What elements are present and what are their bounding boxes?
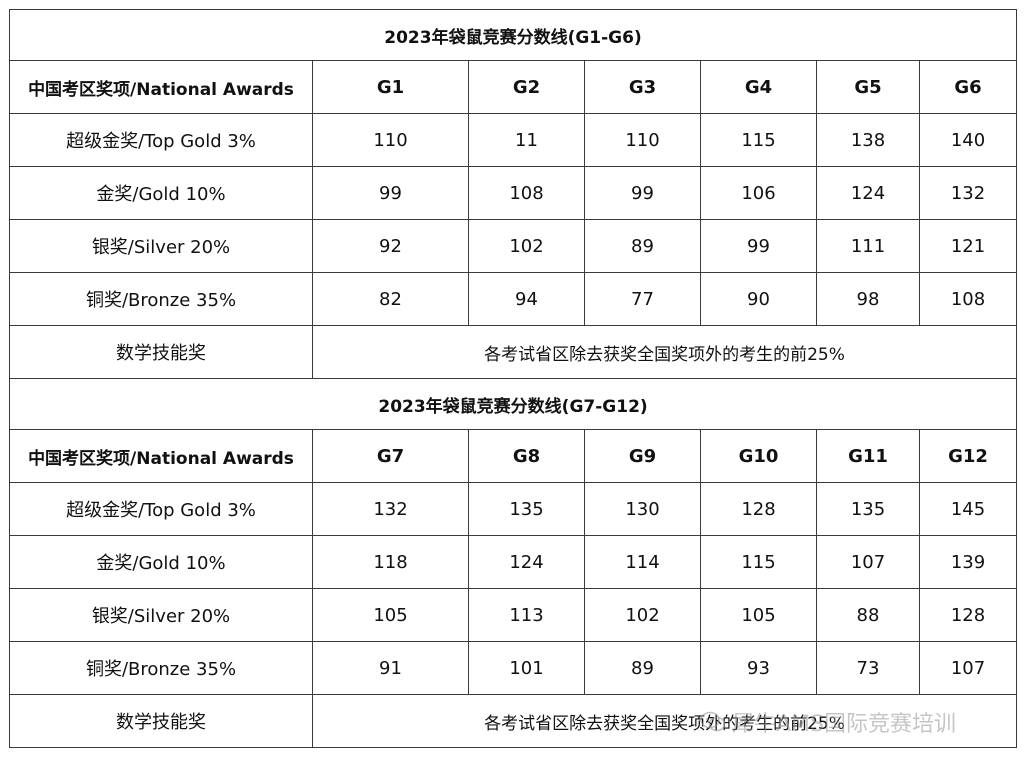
score-cell: 107 (918, 641, 1018, 695)
table2-title: 2023年袋鼠竞赛分数线(G7-G12) (8, 378, 1018, 430)
table-row: 金奖/Gold 10% 99 108 99 106 124 132 (9, 166, 1018, 220)
score-cell: 91 (312, 641, 469, 695)
score-cell: 93 (700, 641, 817, 695)
score-cell: 110 (312, 113, 469, 167)
header-grade: G8 (468, 429, 585, 483)
score-cell: 88 (816, 588, 920, 642)
note-row: 数学技能奖 各考试省区除去获奖全国奖项外的考生的前25% (9, 325, 1018, 379)
score-cell: 121 (918, 219, 1018, 273)
score-cell: 138 (816, 113, 920, 167)
header-grade: G5 (816, 60, 920, 114)
header-grade: G10 (700, 429, 817, 483)
score-cell: 132 (312, 482, 469, 536)
award-label: 铜奖/Bronze 35% (9, 272, 313, 326)
score-cell: 101 (468, 641, 585, 695)
score-cell: 115 (700, 113, 817, 167)
score-cell: 77 (584, 272, 701, 326)
score-cell: 107 (816, 535, 920, 589)
header-grade: G12 (918, 429, 1018, 483)
score-cell: 124 (816, 166, 920, 220)
header-grade: G1 (312, 60, 469, 114)
note-label: 数学技能奖 (9, 694, 313, 748)
score-cell: 111 (816, 219, 920, 273)
table-row: 银奖/Silver 20% 105 113 102 105 88 128 (9, 588, 1018, 642)
table-row: 银奖/Silver 20% 92 102 89 99 111 121 (9, 219, 1018, 273)
score-cell: 115 (700, 535, 817, 589)
score-cell: 89 (584, 641, 701, 695)
award-label: 超级金奖/Top Gold 3% (9, 482, 313, 536)
score-cell: 92 (312, 219, 469, 273)
score-cell: 118 (312, 535, 469, 589)
table-row: 超级金奖/Top Gold 3% 132 135 130 128 135 145 (9, 482, 1018, 536)
score-cell: 140 (918, 113, 1018, 167)
note-row: 数学技能奖 各考试省区除去获奖全国奖项外的考生的前25% (9, 694, 1018, 748)
header-grade: G9 (584, 429, 701, 483)
award-label: 金奖/Gold 10% (9, 166, 313, 220)
score-cell: 108 (918, 272, 1018, 326)
table-row: 铜奖/Bronze 35% 82 94 77 90 98 108 (9, 272, 1018, 326)
score-cell: 89 (584, 219, 701, 273)
header-grade: G7 (312, 429, 469, 483)
header-grade: G6 (918, 60, 1018, 114)
score-table: 2023年袋鼠竞赛分数线(G1-G6) 中国考区奖项/National Awar… (8, 9, 1018, 748)
score-cell: 102 (584, 588, 701, 642)
score-cell: 139 (918, 535, 1018, 589)
header-grade: G4 (700, 60, 817, 114)
score-cell: 99 (312, 166, 469, 220)
table2-header-row: 中国考区奖项/National Awards G7 G8 G9 G10 G11 … (9, 429, 1018, 483)
score-cell: 82 (312, 272, 469, 326)
score-cell: 105 (700, 588, 817, 642)
score-cell: 90 (700, 272, 817, 326)
award-label: 超级金奖/Top Gold 3% (9, 113, 313, 167)
header-grade: G2 (468, 60, 585, 114)
score-cell: 130 (584, 482, 701, 536)
table-row: 铜奖/Bronze 35% 91 101 89 93 73 107 (9, 641, 1018, 695)
score-cell: 99 (584, 166, 701, 220)
score-cell: 114 (584, 535, 701, 589)
score-cell: 98 (816, 272, 920, 326)
score-cell: 128 (918, 588, 1018, 642)
table2-title-row: 2023年袋鼠竞赛分数线(G7-G12) (8, 378, 1018, 430)
header-grade: G11 (816, 429, 920, 483)
score-cell: 73 (816, 641, 920, 695)
score-cell: 106 (700, 166, 817, 220)
score-cell: 113 (468, 588, 585, 642)
award-label: 银奖/Silver 20% (9, 588, 313, 642)
header-award-column: 中国考区奖项/National Awards (9, 60, 313, 114)
note-text: 各考试省区除去获奖全国奖项外的考生的前25% (311, 694, 1018, 748)
score-cell: 135 (816, 482, 920, 536)
note-label: 数学技能奖 (9, 325, 313, 379)
header-award-column: 中国考区奖项/National Awards (9, 429, 313, 483)
score-cell: 135 (468, 482, 585, 536)
award-label: 银奖/Silver 20% (9, 219, 313, 273)
note-text: 各考试省区除去获奖全国奖项外的考生的前25% (311, 325, 1018, 379)
score-cell: 110 (584, 113, 701, 167)
table1-title-row: 2023年袋鼠竞赛分数线(G1-G6) (8, 9, 1018, 61)
score-cell: 128 (700, 482, 817, 536)
score-cell: 124 (468, 535, 585, 589)
table1-title: 2023年袋鼠竞赛分数线(G1-G6) (8, 9, 1018, 61)
header-grade: G3 (584, 60, 701, 114)
score-cell: 11 (468, 113, 585, 167)
table-row: 超级金奖/Top Gold 3% 110 11 110 115 138 140 (9, 113, 1018, 167)
award-label: 金奖/Gold 10% (9, 535, 313, 589)
score-cell: 108 (468, 166, 585, 220)
score-cell: 132 (918, 166, 1018, 220)
award-label: 铜奖/Bronze 35% (9, 641, 313, 695)
score-cell: 94 (468, 272, 585, 326)
table1-header-row: 中国考区奖项/National Awards G1 G2 G3 G4 G5 G6 (9, 60, 1018, 114)
score-cell: 102 (468, 219, 585, 273)
table-row: 金奖/Gold 10% 118 124 114 115 107 139 (9, 535, 1018, 589)
score-cell: 105 (312, 588, 469, 642)
score-cell: 145 (918, 482, 1018, 536)
score-cell: 99 (700, 219, 817, 273)
